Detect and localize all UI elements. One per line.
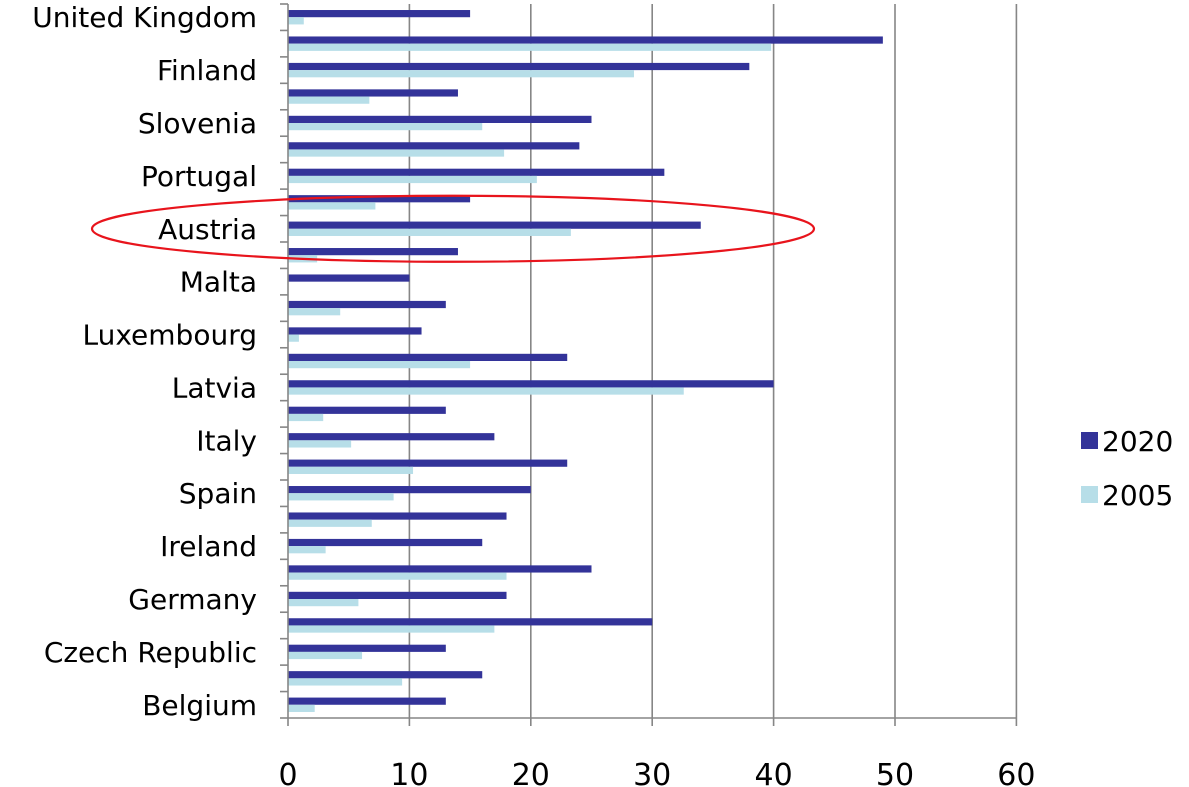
- highlight-layer: [90, 194, 816, 263]
- bar-2020-lithuania: [288, 353, 568, 361]
- bar-2005-poland: [288, 202, 376, 210]
- bar-2020-luxembourg: [288, 327, 422, 335]
- bar-2005-belgium: [288, 704, 315, 712]
- category-label: Spain: [179, 477, 257, 510]
- legend-label-2020: 2020: [1102, 425, 1173, 458]
- bar-2020-netherlands: [288, 248, 458, 256]
- bar-2020-austria: [288, 221, 701, 229]
- bar-2005-latvia: [288, 387, 684, 395]
- legend: 2020 2005: [1081, 425, 1173, 512]
- bar-2020-portugal: [288, 168, 665, 176]
- highlight-ellipse: [90, 194, 816, 263]
- bar-2005-ireland: [288, 546, 326, 554]
- axes: [280, 3, 1018, 726]
- bar-2020-italy: [288, 433, 495, 441]
- category-label: Czech Republic: [44, 636, 257, 669]
- bar-2020-romania: [288, 142, 580, 150]
- category-label: Finland: [157, 54, 257, 87]
- bar-2020-czech-republic: [288, 644, 446, 652]
- bar-2005-greece: [288, 519, 372, 527]
- category-label: Austria: [158, 213, 257, 246]
- bar-2005-sweden: [288, 43, 772, 51]
- bar-2005-slovenia: [288, 123, 483, 131]
- bar-2005-denmark: [288, 625, 495, 633]
- x-tick-label: 10: [390, 758, 428, 787]
- legend-label-2005: 2005: [1102, 479, 1173, 512]
- bar-2005-germany: [288, 599, 359, 607]
- bar-2020-slovakia: [288, 89, 458, 97]
- bar-2005-slovakia: [288, 96, 370, 104]
- category-label: United Kingdom: [32, 1, 257, 34]
- x-tick-label: 50: [876, 758, 914, 787]
- x-tick-label: 60: [997, 758, 1035, 787]
- bar-2020-sweden: [288, 36, 883, 44]
- bar-2005-spain: [288, 493, 394, 501]
- x-tick-label: 30: [633, 758, 671, 787]
- bar-2005-romania: [288, 149, 505, 157]
- category-labels: Belgium Czech Republic Germany Ireland Spain…: [32, 1, 257, 722]
- bar-2020-estonia: [288, 565, 592, 573]
- category-label: Portugal: [141, 160, 257, 193]
- legend-swatch-2005: [1081, 486, 1098, 503]
- category-label: Belgium: [142, 689, 257, 722]
- category-label: Malta: [180, 266, 257, 299]
- bar-2005-united-kingdom: [288, 17, 304, 25]
- bar-2020-poland: [288, 195, 471, 203]
- bar-2020-france: [288, 459, 568, 467]
- x-tick-label: 40: [755, 758, 793, 787]
- x-tick-label: 0: [278, 758, 297, 787]
- bar-2020-greece: [288, 512, 507, 520]
- bar-2020-cyprus: [288, 406, 446, 414]
- bar-2005-lithuania: [288, 361, 471, 369]
- bar-2005-cyprus: [288, 413, 324, 422]
- legend-swatch-2020: [1081, 432, 1098, 449]
- bar-2005-portugal: [288, 175, 537, 184]
- bar-2020-belgium: [288, 697, 446, 705]
- bar-2005-hungary: [288, 308, 341, 316]
- x-tick-label: 20: [512, 758, 550, 787]
- category-label: Germany: [128, 583, 257, 616]
- bar-2020-slovenia: [288, 115, 592, 123]
- bar-2020-latvia: [288, 380, 774, 388]
- bar-2005-bulgaria: [288, 678, 403, 686]
- bar-2005-luxembourg: [288, 334, 299, 342]
- bar-2020-hungary: [288, 300, 446, 309]
- category-label: Luxembourg: [82, 319, 257, 352]
- bar-2005-finland: [288, 70, 634, 78]
- category-label: Ireland: [160, 530, 257, 563]
- category-label: Italy: [196, 424, 257, 457]
- category-label: Slovenia: [138, 107, 257, 140]
- bars: [288, 10, 883, 712]
- bar-2020-united-kingdom: [288, 10, 471, 18]
- bar-2020-bulgaria: [288, 671, 483, 679]
- bar-2005-france: [288, 466, 414, 474]
- x-tick-labels: 0 10 20 30 40 50 60: [278, 758, 1035, 787]
- bar-2020-finland: [288, 62, 750, 71]
- bar-2020-germany: [288, 591, 507, 599]
- bar-2005-austria: [288, 228, 571, 236]
- bar-2005-italy: [288, 440, 352, 448]
- category-label: Latvia: [172, 371, 257, 404]
- bar-2020-spain: [288, 486, 531, 494]
- bar-2020-ireland: [288, 538, 483, 547]
- bar-2020-denmark: [288, 618, 653, 626]
- bar-2005-estonia: [288, 572, 507, 580]
- bar-2005-czech-republic: [288, 651, 363, 660]
- bar-2020-malta: [288, 274, 410, 282]
